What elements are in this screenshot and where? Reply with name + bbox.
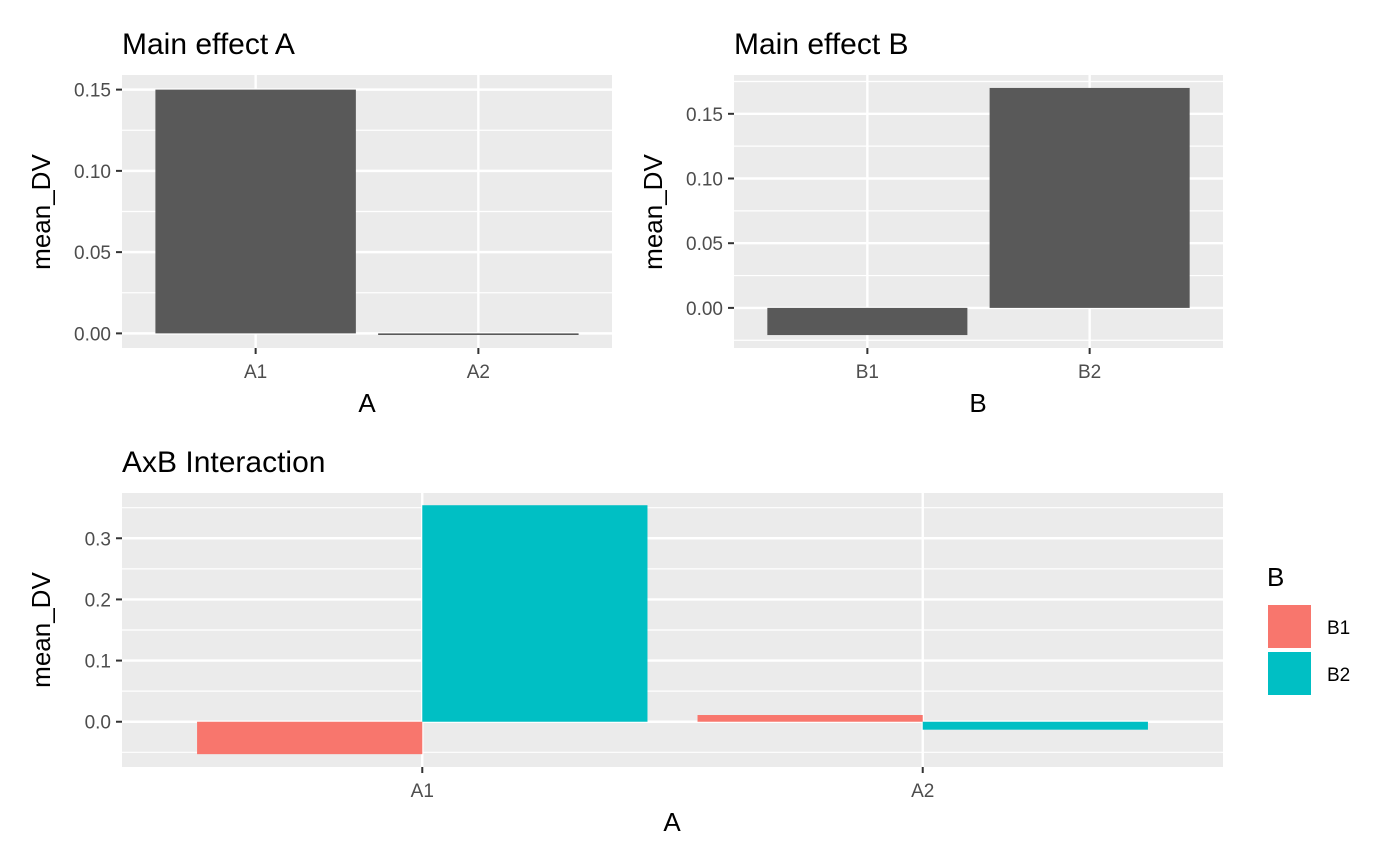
bar-a1-b2 xyxy=(422,505,648,722)
bar-b1 xyxy=(767,307,968,336)
bar-a2-b2 xyxy=(922,721,1148,730)
plot-main-effect-a: Main effect A 0.00 0.05 0.10 0.15 A1 A2 A me… xyxy=(26,28,612,418)
x-tick-label: B1 xyxy=(856,362,879,383)
legend-key-b2 xyxy=(1268,652,1311,695)
bar-b2 xyxy=(989,87,1190,308)
y-tick-label: 0.15 xyxy=(74,81,111,102)
y-tick-label: 0.1 xyxy=(85,652,111,673)
bars xyxy=(197,505,1148,755)
plot-main-effect-b: Main effect B 0.00 0.05 0.10 0.15 B1 B2 B me… xyxy=(638,28,1223,418)
y-axis-ticks: 0.0 0.1 0.2 0.3 xyxy=(85,529,122,734)
y-axis-label: mean_DV xyxy=(26,154,56,270)
bar-a2-b1 xyxy=(697,715,923,722)
x-tick-label: A2 xyxy=(911,781,934,802)
y-tick-label: 0.05 xyxy=(74,243,111,264)
x-axis-ticks: B1 B2 xyxy=(856,348,1101,383)
bar-a2 xyxy=(378,333,579,335)
y-axis-ticks: 0.00 0.05 0.10 0.15 xyxy=(74,81,122,345)
plot-title: Main effect B xyxy=(734,28,909,61)
bar-a1-b1 xyxy=(197,721,423,755)
plot-title: Main effect A xyxy=(122,28,295,61)
y-tick-label: 0.15 xyxy=(686,105,723,126)
plot-axb-interaction: AxB Interaction 0.0 0.1 0.2 0.3 A1 A2 A mean… xyxy=(26,446,1350,837)
y-tick-label: 0.05 xyxy=(686,234,723,255)
legend-key-b1 xyxy=(1268,605,1311,648)
x-axis-label: B xyxy=(969,388,986,418)
legend-label-b2: B2 xyxy=(1327,665,1350,686)
bar-a1 xyxy=(155,89,356,334)
y-tick-label: 0.0 xyxy=(85,713,111,734)
bars xyxy=(767,87,1190,336)
y-axis-ticks: 0.00 0.05 0.10 0.15 xyxy=(686,105,734,320)
x-axis-ticks: A1 A2 xyxy=(411,767,934,802)
y-tick-label: 0.3 xyxy=(85,529,111,550)
y-tick-label: 0.2 xyxy=(85,590,111,611)
plot-title: AxB Interaction xyxy=(122,446,325,479)
legend-title: B xyxy=(1267,562,1284,592)
x-tick-label: B2 xyxy=(1078,362,1101,383)
y-tick-label: 0.10 xyxy=(74,162,111,183)
legend-label-b1: B1 xyxy=(1327,618,1350,639)
x-axis-ticks: A1 A2 xyxy=(244,348,490,383)
y-tick-label: 0.00 xyxy=(74,324,111,345)
y-axis-label: mean_DV xyxy=(26,572,56,688)
x-axis-label: A xyxy=(663,807,681,837)
y-tick-label: 0.00 xyxy=(686,299,723,320)
y-axis-label: mean_DV xyxy=(638,154,668,270)
y-tick-label: 0.10 xyxy=(686,170,723,191)
x-tick-label: A2 xyxy=(467,362,490,383)
bars xyxy=(155,89,579,335)
x-tick-label: A1 xyxy=(244,362,267,383)
x-axis-label: A xyxy=(358,388,376,418)
x-tick-label: A1 xyxy=(411,781,434,802)
legend: B B1 B2 xyxy=(1267,562,1350,695)
